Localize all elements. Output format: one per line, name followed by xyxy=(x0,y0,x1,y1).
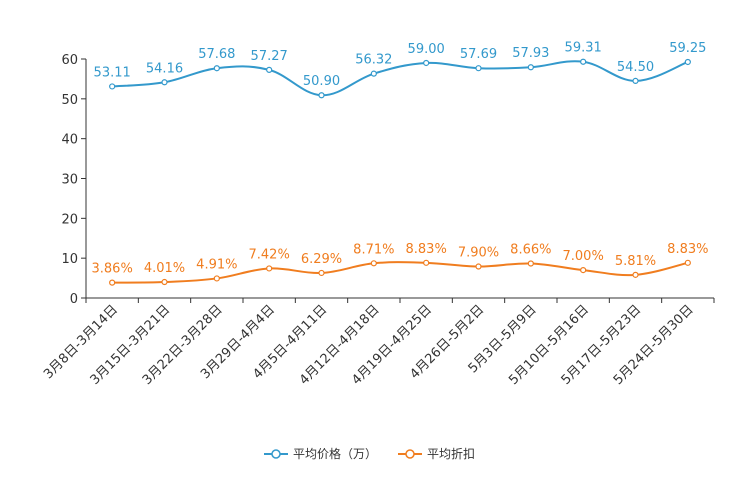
series-line xyxy=(112,60,689,97)
data-point[interactable] xyxy=(632,77,639,85)
data-point[interactable] xyxy=(213,65,220,72)
data-point[interactable] xyxy=(475,263,482,270)
data-label: 57.93 xyxy=(512,46,549,61)
data-point[interactable] xyxy=(109,83,116,90)
legend-marker-icon xyxy=(271,449,281,459)
data-point[interactable] xyxy=(684,259,691,266)
data-point[interactable] xyxy=(266,66,273,73)
series-1: 53.11 54.16 57.68 57.27 50.90 56.32 59.00 57.69… xyxy=(94,41,706,99)
data-point[interactable] xyxy=(213,275,220,282)
data-point[interactable] xyxy=(527,260,534,267)
series-layer: 53.11 54.16 57.68 57.27 50.90 56.32 59.00 57.69… xyxy=(92,41,708,286)
data-label: 7.42% xyxy=(249,247,290,262)
y-tick-label: 30 xyxy=(61,173,78,188)
legend-item-2[interactable]: 平均折扣 xyxy=(398,446,475,461)
y-tick-label: 40 xyxy=(61,133,78,148)
data-label: 57.27 xyxy=(251,49,288,64)
data-label: 4.01% xyxy=(144,261,185,276)
axes: 01020304050603月8日-3月14日3月15日-3月21日3月22日-… xyxy=(41,53,715,388)
data-label: 8.66% xyxy=(510,243,551,258)
legend-marker-icon xyxy=(405,449,415,459)
data-point[interactable] xyxy=(318,269,325,277)
legend-label: 平均折扣 xyxy=(427,446,475,461)
data-label: 53.11 xyxy=(94,65,131,80)
data-label: 57.68 xyxy=(198,47,235,62)
data-point[interactable] xyxy=(580,267,587,274)
legend-item-1[interactable]: 平均价格（万） xyxy=(264,446,377,461)
data-point[interactable] xyxy=(318,92,325,99)
data-label: 3.86% xyxy=(92,262,133,277)
data-point[interactable] xyxy=(370,260,377,267)
data-point[interactable] xyxy=(684,58,691,66)
y-tick-label: 60 xyxy=(61,53,78,68)
data-label: 57.69 xyxy=(460,47,497,62)
data-point[interactable] xyxy=(423,259,430,266)
y-tick-label: 0 xyxy=(70,292,78,307)
data-label: 8.83% xyxy=(406,242,447,257)
data-label: 7.90% xyxy=(458,246,499,261)
data-label: 59.00 xyxy=(408,42,445,57)
data-point[interactable] xyxy=(580,58,587,65)
data-point[interactable] xyxy=(423,59,430,67)
data-label: 7.00% xyxy=(563,249,604,264)
data-point[interactable] xyxy=(475,65,482,72)
data-label: 8.83% xyxy=(667,242,708,257)
legend[interactable]: 平均价格（万） 平均折扣 xyxy=(264,446,475,461)
data-label: 54.16 xyxy=(146,61,183,76)
data-point[interactable] xyxy=(161,278,168,286)
data-label: 59.25 xyxy=(669,41,706,56)
data-point[interactable] xyxy=(370,70,377,77)
data-label: 4.91% xyxy=(196,257,237,272)
data-point[interactable] xyxy=(109,279,116,286)
data-label: 50.90 xyxy=(303,74,340,89)
data-point[interactable] xyxy=(266,265,273,272)
data-label: 6.29% xyxy=(301,252,342,267)
data-label: 5.81% xyxy=(615,254,656,269)
data-point[interactable] xyxy=(161,79,168,86)
data-label: 59.31 xyxy=(565,41,602,56)
legend-label: 平均价格（万） xyxy=(293,446,377,461)
data-point[interactable] xyxy=(527,64,534,71)
y-tick-label: 20 xyxy=(61,212,78,227)
y-tick-label: 50 xyxy=(61,93,78,108)
data-label: 8.71% xyxy=(353,242,394,257)
data-point[interactable] xyxy=(632,271,639,278)
data-label: 56.32 xyxy=(355,53,392,68)
y-tick-label: 10 xyxy=(61,252,78,267)
series-2: 3.86% 4.01% 4.91% 7.42% 6.29% 8.71% 8.83% 7.90%… xyxy=(92,242,708,286)
series-line xyxy=(112,261,689,284)
data-label: 54.50 xyxy=(617,60,654,75)
